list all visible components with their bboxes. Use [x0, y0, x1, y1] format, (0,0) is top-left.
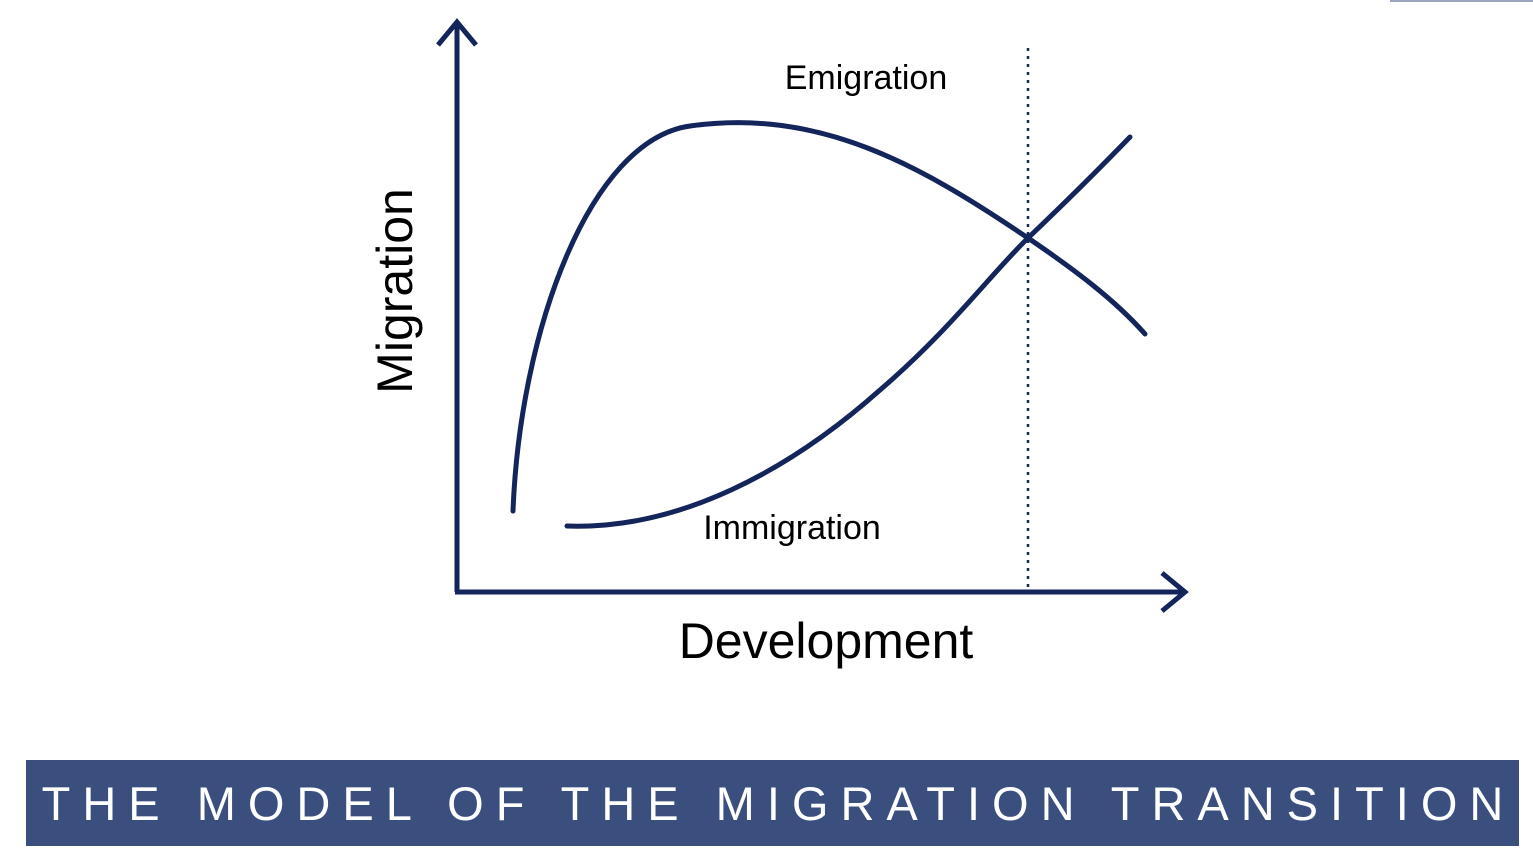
immigration-curve	[564, 134, 1133, 529]
x-axis-arrowhead	[1160, 571, 1189, 613]
migration-transition-diagram: Emigration Immigration Development Migra…	[367, 18, 1189, 669]
y-axis-arrowhead	[436, 18, 478, 47]
title-banner: THE MODEL OF THE MIGRATION TRANSITION	[26, 760, 1519, 846]
y-axis-label: Migration	[367, 188, 423, 394]
slide-title: THE MODEL OF THE MIGRATION TRANSITION	[41, 776, 1516, 830]
emigration-label: Emigration	[785, 59, 948, 97]
corner-divider	[1390, 0, 1533, 2]
x-axis-label: Development	[679, 613, 974, 669]
immigration-label: Immigration	[703, 509, 881, 547]
emigration-curve	[510, 120, 1148, 514]
